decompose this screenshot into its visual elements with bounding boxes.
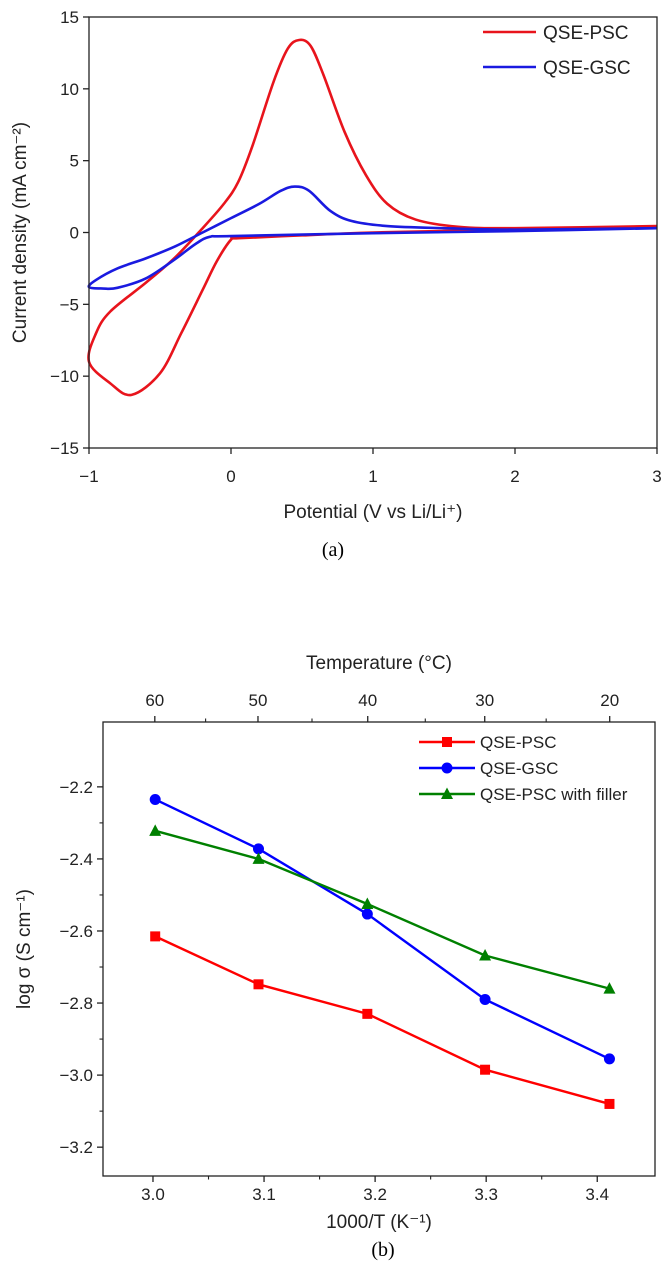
chart-b: 3.0 3.1 3.2 3.3 3.4 60 50 40 30 20 −3.2 −3.0 −2.8 −2.… bbox=[14, 653, 656, 1261]
top-x-tick-label: 40 bbox=[358, 691, 377, 710]
top-x-axis-label: Temperature (°C) bbox=[306, 653, 452, 674]
data-point bbox=[252, 843, 264, 855]
legend-label: QSE-GSC bbox=[480, 759, 558, 778]
data-point bbox=[253, 979, 264, 990]
x-tick-label: 2 bbox=[510, 467, 519, 486]
series-qse-gsc bbox=[149, 793, 615, 1065]
x-tick-label: −1 bbox=[79, 467, 98, 486]
top-x-tick-label: 20 bbox=[600, 691, 619, 710]
data-point bbox=[604, 1098, 615, 1109]
top-x-tick-label: 50 bbox=[249, 691, 268, 710]
y-tick-label: −15 bbox=[50, 439, 79, 458]
series-line-qse-gsc bbox=[87, 185, 658, 291]
x-tick-label: 3.4 bbox=[585, 1185, 609, 1204]
legend-label: QSE-PSC with filler bbox=[480, 785, 628, 804]
y-axis-label: log σ (S cm⁻¹) bbox=[14, 889, 35, 1009]
series-qse-psc bbox=[150, 931, 615, 1109]
data-point bbox=[479, 993, 491, 1005]
y-tick-label: −2.8 bbox=[59, 994, 93, 1013]
caption-b: (b) bbox=[371, 1239, 394, 1261]
data-point bbox=[150, 931, 161, 942]
y-tick-label: 0 bbox=[70, 224, 79, 243]
x-tick-label: 3.1 bbox=[252, 1185, 276, 1204]
legend-marker bbox=[442, 737, 452, 747]
data-point bbox=[479, 948, 492, 961]
legend-marker bbox=[441, 787, 453, 799]
y-tick-label: 10 bbox=[60, 80, 79, 99]
series-line bbox=[154, 935, 610, 1106]
data-point bbox=[603, 982, 616, 994]
y-tick-label: −2.6 bbox=[59, 922, 93, 941]
x-tick-label: 3 bbox=[652, 467, 661, 486]
x-tick-label: 3.0 bbox=[141, 1185, 165, 1204]
y-tick-label: −10 bbox=[50, 367, 79, 386]
x-tick-label: 1 bbox=[368, 467, 377, 486]
series-line bbox=[154, 829, 610, 990]
y-tick-label: 5 bbox=[70, 152, 79, 171]
x-tick-label: 3.3 bbox=[474, 1185, 498, 1204]
data-point bbox=[362, 1008, 373, 1019]
top-x-tick-label: 60 bbox=[145, 691, 164, 710]
data-point bbox=[480, 1064, 491, 1075]
data-point bbox=[361, 908, 373, 920]
legend-label: QSE-PSC bbox=[543, 23, 629, 44]
caption-a: (a) bbox=[322, 539, 344, 561]
legend-marker bbox=[441, 762, 453, 774]
data-point bbox=[149, 793, 161, 805]
y-tick-label: −5 bbox=[60, 295, 79, 314]
legend-label: QSE-PSC bbox=[480, 733, 557, 752]
y-tick-label: −2.4 bbox=[59, 850, 93, 869]
data-point bbox=[603, 1053, 615, 1065]
series-line-qse-psc bbox=[87, 38, 658, 397]
x-tick-label: 3.2 bbox=[363, 1185, 387, 1204]
y-axis-label: Current density (mA cm⁻²) bbox=[10, 122, 31, 343]
plot-frame bbox=[102, 721, 656, 1177]
data-point bbox=[149, 824, 162, 836]
y-tick-label: −3.2 bbox=[59, 1138, 93, 1157]
data-point bbox=[252, 852, 265, 864]
y-tick-label: 15 bbox=[60, 8, 79, 27]
x-tick-label: 0 bbox=[226, 467, 235, 486]
legend-label: QSE-GSC bbox=[543, 58, 631, 79]
data-point bbox=[361, 897, 374, 909]
x-axis-label: 1000/T (K⁻¹) bbox=[326, 1212, 432, 1233]
x-axis-label: Potential (V vs Li/Li⁺) bbox=[284, 502, 463, 523]
series-qse-psc-with-filler bbox=[149, 824, 616, 994]
top-x-tick-label: 30 bbox=[475, 691, 494, 710]
y-tick-label: −2.2 bbox=[59, 778, 93, 797]
y-tick-label: −3.0 bbox=[59, 1066, 93, 1085]
